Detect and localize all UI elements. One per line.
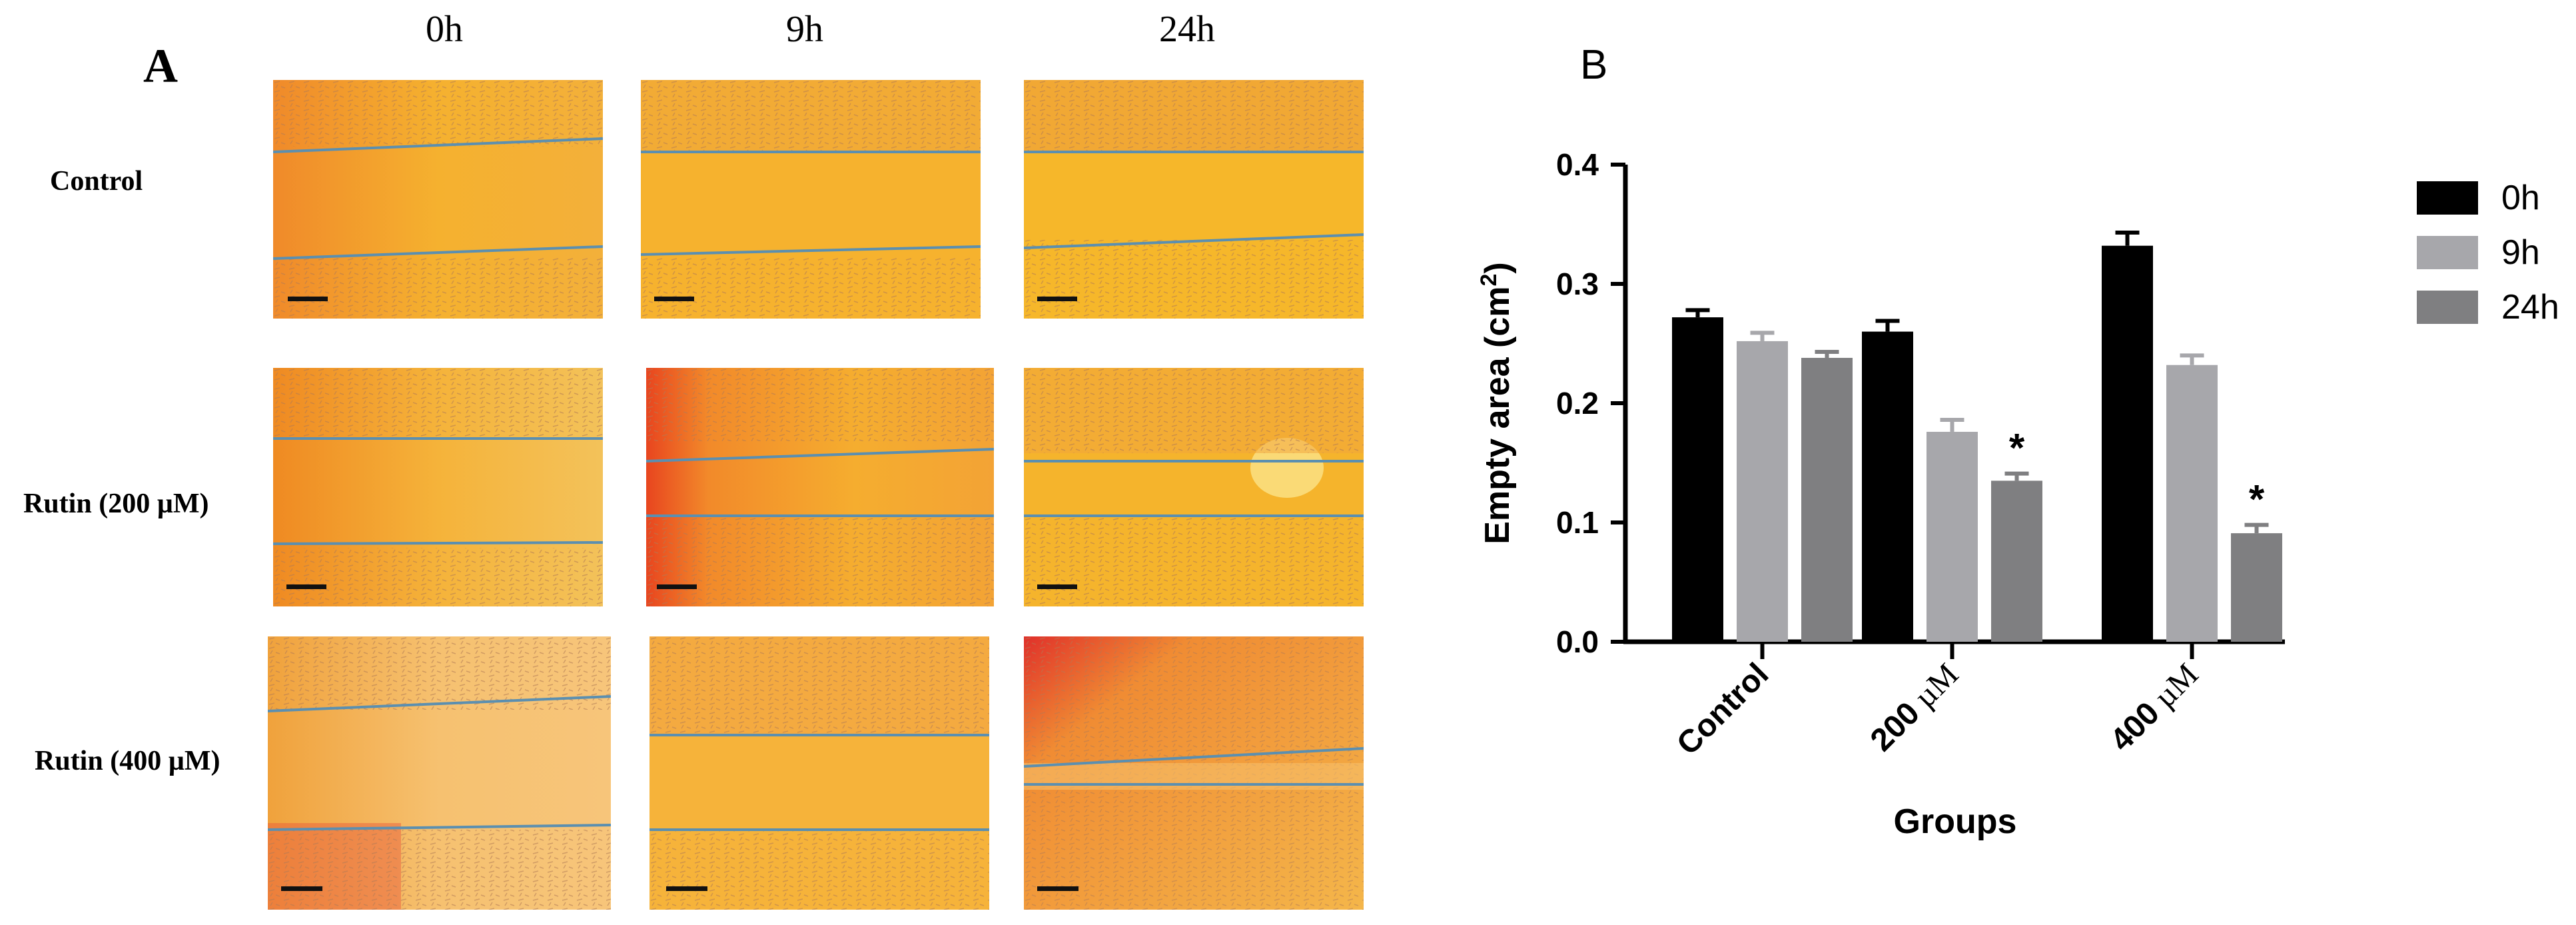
bar-9h-400 — [2166, 365, 2218, 642]
y-tick-label-0.2: 0.2 — [1556, 386, 1599, 421]
bar-0h-control — [1672, 317, 1723, 642]
legend-label-9h: 9h — [2501, 233, 2540, 272]
legend-swatch-24h — [2417, 291, 2478, 324]
bar-0h-400 — [2102, 245, 2153, 642]
micrograph-rutin400-0h — [268, 636, 611, 910]
y-tick-label-0.4: 0.4 — [1556, 147, 1599, 182]
bar-24h-control — [1801, 357, 1853, 642]
legend-label-24h: 24h — [2501, 288, 2559, 327]
y-tick-label-0.0: 0.0 — [1556, 624, 1599, 659]
micrograph-rutin200-9h — [646, 368, 994, 606]
x-tick-label-400: 400 µM — [2104, 656, 2205, 758]
micrograph-control-9h — [641, 80, 981, 319]
row-label-control: Control — [50, 166, 143, 197]
x-axis-label: Groups — [1894, 802, 2017, 841]
row-label-rutin-200: Rutin (200 µM) — [23, 488, 209, 519]
micrograph-control-0h — [273, 80, 603, 319]
bar-9h-control — [1737, 341, 1788, 642]
significance-star-0: * — [2009, 426, 2025, 470]
legend-swatch-9h — [2417, 236, 2478, 269]
column-label-0h: 0h — [426, 9, 463, 50]
micrograph-rutin400-9h — [649, 636, 989, 910]
legend-label-0h: 0h — [2501, 179, 2540, 217]
micrograph-rutin400-24h — [1024, 636, 1364, 910]
column-label-9h: 9h — [786, 9, 823, 50]
bar-24h-400 — [2231, 533, 2282, 642]
bar-9h-200 — [1927, 431, 1978, 642]
panel-b-letter: B — [1580, 42, 1608, 88]
panel-a-letter: A — [143, 39, 178, 93]
legend-swatch-0h — [2417, 181, 2478, 215]
y-tick-label-0.1: 0.1 — [1556, 505, 1599, 540]
y-axis-label: Empty area (cm2) — [1476, 262, 1517, 544]
significance-star-1: * — [2249, 477, 2265, 522]
x-tick-label-control: Control — [1670, 656, 1775, 762]
micrograph-rutin200-0h — [273, 368, 603, 606]
column-label-24h: 24h — [1159, 9, 1215, 50]
bar-0h-200 — [1862, 331, 1913, 642]
micrograph-rutin200-24h — [1024, 368, 1364, 606]
bar-24h-200 — [1991, 480, 2042, 642]
row-label-rutin-400: Rutin (400 µM) — [35, 746, 220, 776]
x-tick-label-200: 200 µM — [1864, 656, 1965, 758]
micrograph-control-24h — [1024, 80, 1364, 319]
y-tick-label-0.3: 0.3 — [1556, 267, 1599, 301]
